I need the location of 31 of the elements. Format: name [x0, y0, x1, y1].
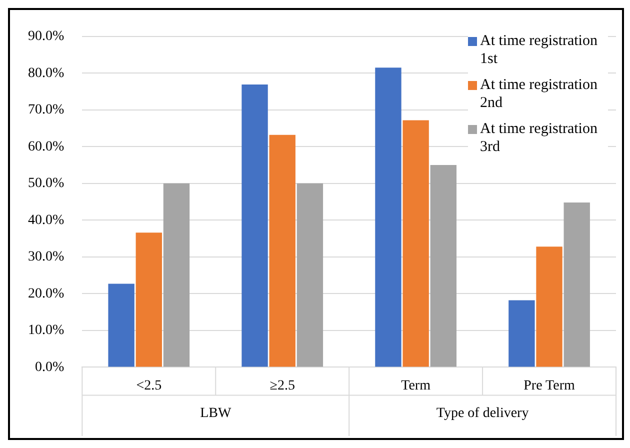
text: Type of delivery	[436, 406, 529, 421]
x-tick-label: Term	[401, 378, 431, 394]
bar	[108, 284, 134, 367]
y-tick-label: 40.0%	[28, 212, 64, 228]
bar	[564, 202, 590, 367]
bar	[430, 165, 456, 367]
y-tick-label: 90.0%	[28, 29, 64, 44]
y-tick-label: 10.0%	[28, 323, 64, 338]
bar	[242, 84, 268, 367]
bar	[508, 300, 535, 367]
x-tick-label: ≥2.5	[270, 378, 295, 394]
bar	[402, 120, 429, 367]
bar	[163, 183, 190, 367]
bar	[375, 68, 402, 367]
bar	[296, 183, 324, 367]
bar	[136, 232, 162, 367]
x-tick-label: <2.5	[136, 378, 162, 394]
bar	[269, 134, 296, 367]
y-tick-label: 70.0%	[28, 102, 64, 118]
legend-label: At time registration 2nd	[480, 76, 598, 112]
legend-label: At time registration 3rd	[480, 120, 598, 156]
y-tick-label: 50.0%	[28, 176, 64, 192]
y-tick-label: 0.0%	[34, 360, 64, 375]
y-tick-label: 80.0%	[28, 66, 64, 81]
y-tick-label: 30.0%	[28, 250, 64, 265]
y-tick-label: 60.0%	[28, 139, 64, 154]
text: LBW	[200, 406, 232, 421]
x-tick-label: Pre Term	[524, 378, 576, 394]
legend-label: At time registration 1st	[480, 32, 598, 68]
y-tick-label: 20.0%	[28, 286, 64, 302]
bar	[536, 246, 562, 367]
